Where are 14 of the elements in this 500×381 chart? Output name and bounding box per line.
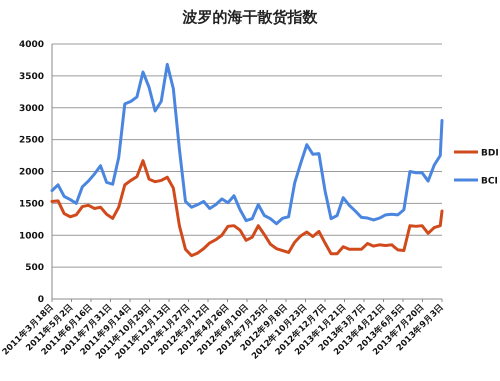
y-tick-label: 1500: [18, 199, 44, 210]
chart-title: 波罗的海干散货指数: [182, 8, 318, 26]
y-tick-label: 4000: [18, 40, 44, 50]
y-tick-label: 500: [25, 263, 44, 274]
y-tick-label: 2500: [18, 136, 44, 146]
legend-label: BCI: [481, 176, 498, 186]
y-tick-label: 3000: [18, 104, 44, 114]
line-series: [50, 159, 444, 258]
line-series: [50, 62, 444, 226]
y-tick-label: 3500: [18, 72, 44, 82]
legend-label: BDI: [481, 148, 499, 158]
y-tick-label: 1000: [18, 231, 44, 242]
y-tick-label: 0: [38, 295, 44, 305]
y-tick-label: 2000: [18, 168, 44, 178]
